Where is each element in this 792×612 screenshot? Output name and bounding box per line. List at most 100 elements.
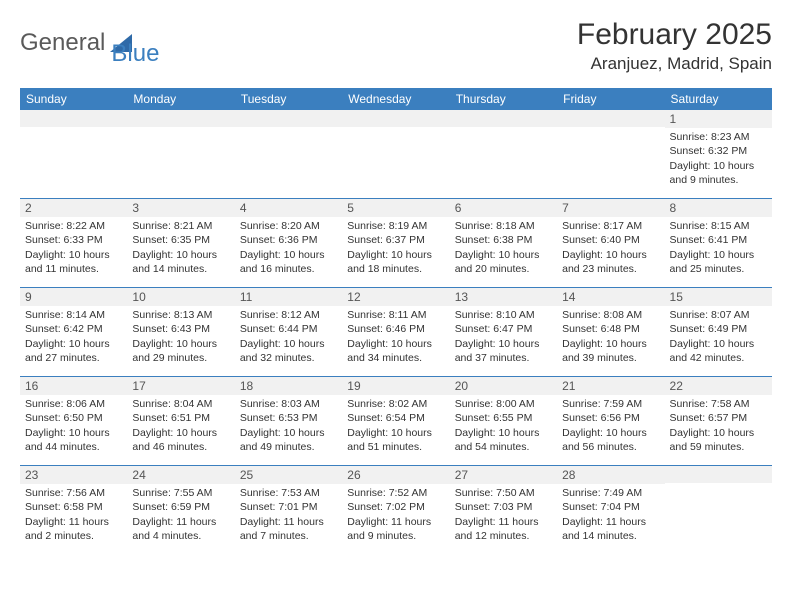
day-number: 19 (342, 377, 449, 395)
day-cell: 10Sunrise: 8:13 AMSunset: 6:43 PMDayligh… (127, 288, 234, 376)
day-detail: Sunset: 7:03 PM (455, 500, 552, 514)
day-cell: 13Sunrise: 8:10 AMSunset: 6:47 PMDayligh… (450, 288, 557, 376)
day-header: Tuesday (235, 88, 342, 110)
day-detail: Sunrise: 8:20 AM (240, 219, 337, 233)
day-header: Thursday (450, 88, 557, 110)
day-number: 23 (20, 466, 127, 484)
header: General Blue February 2025 Aranjuez, Mad… (20, 18, 772, 74)
day-detail: Sunset: 6:53 PM (240, 411, 337, 425)
day-detail: Sunset: 6:58 PM (25, 500, 122, 514)
day-detail: Daylight: 10 hours and 18 minutes. (347, 248, 444, 276)
day-header: Saturday (665, 88, 772, 110)
day-number: 21 (557, 377, 664, 395)
day-detail: Sunset: 7:01 PM (240, 500, 337, 514)
day-number: 7 (557, 199, 664, 217)
day-detail: Daylight: 10 hours and 20 minutes. (455, 248, 552, 276)
day-detail: Sunset: 6:59 PM (132, 500, 229, 514)
day-header: Friday (557, 88, 664, 110)
day-detail: Daylight: 10 hours and 32 minutes. (240, 337, 337, 365)
day-cell: 15Sunrise: 8:07 AMSunset: 6:49 PMDayligh… (665, 288, 772, 376)
day-detail: Daylight: 11 hours and 14 minutes. (562, 515, 659, 543)
day-detail: Sunrise: 8:03 AM (240, 397, 337, 411)
day-number: 6 (450, 199, 557, 217)
day-number-empty (342, 110, 449, 127)
day-cell (557, 110, 664, 198)
day-cell (235, 110, 342, 198)
day-cell: 5Sunrise: 8:19 AMSunset: 6:37 PMDaylight… (342, 199, 449, 287)
day-cell: 17Sunrise: 8:04 AMSunset: 6:51 PMDayligh… (127, 377, 234, 465)
day-detail: Sunset: 6:48 PM (562, 322, 659, 336)
day-number-empty (665, 466, 772, 483)
day-number: 17 (127, 377, 234, 395)
day-detail: Daylight: 10 hours and 42 minutes. (670, 337, 767, 365)
day-detail: Sunrise: 7:56 AM (25, 486, 122, 500)
day-header: Wednesday (342, 88, 449, 110)
day-cell: 9Sunrise: 8:14 AMSunset: 6:42 PMDaylight… (20, 288, 127, 376)
day-detail: Sunrise: 8:23 AM (670, 130, 767, 144)
day-cell: 27Sunrise: 7:50 AMSunset: 7:03 PMDayligh… (450, 466, 557, 554)
day-detail: Sunset: 6:51 PM (132, 411, 229, 425)
day-cell: 19 Sunrise: 8:02 AMSunset: 6:54 PMDayligh… (342, 377, 449, 465)
day-number: 11 (235, 288, 342, 306)
day-cell: 14Sunrise: 8:08 AMSunset: 6:48 PMDayligh… (557, 288, 664, 376)
day-detail: Sunrise: 8:17 AM (562, 219, 659, 233)
day-detail: Sunset: 6:37 PM (347, 233, 444, 247)
day-detail: Sunrise: 7:58 AM (670, 397, 767, 411)
day-detail: Sunrise: 8:00 AM (455, 397, 552, 411)
day-detail: Sunrise: 8:08 AM (562, 308, 659, 322)
day-detail: Sunset: 6:49 PM (670, 322, 767, 336)
day-cell: 25Sunrise: 7:53 AMSunset: 7:01 PMDayligh… (235, 466, 342, 554)
day-number: 27 (450, 466, 557, 484)
day-detail: Daylight: 11 hours and 9 minutes. (347, 515, 444, 543)
day-cell: 20Sunrise: 8:00 AMSunset: 6:55 PMDayligh… (450, 377, 557, 465)
day-number: 10 (127, 288, 234, 306)
day-detail: Sunrise: 8:22 AM (25, 219, 122, 233)
day-cell: 16Sunrise: 8:06 AMSunset: 6:50 PMDayligh… (20, 377, 127, 465)
day-detail: Sunrise: 8:02 AM (347, 397, 444, 411)
day-cell: 3Sunrise: 8:21 AMSunset: 6:35 PMDaylight… (127, 199, 234, 287)
day-detail: Sunset: 6:44 PM (240, 322, 337, 336)
day-detail: Sunrise: 8:04 AM (132, 397, 229, 411)
day-detail: Sunset: 6:36 PM (240, 233, 337, 247)
day-detail: Sunset: 7:04 PM (562, 500, 659, 514)
day-cell: 18Sunrise: 8:03 AMSunset: 6:53 PMDayligh… (235, 377, 342, 465)
day-detail: Sunset: 6:32 PM (670, 144, 767, 158)
day-detail: Daylight: 10 hours and 25 minutes. (670, 248, 767, 276)
day-detail: Daylight: 10 hours and 29 minutes. (132, 337, 229, 365)
day-cell: 7Sunrise: 8:17 AMSunset: 6:40 PMDaylight… (557, 199, 664, 287)
week-row: 2Sunrise: 8:22 AMSunset: 6:33 PMDaylight… (20, 199, 772, 288)
logo-text-blue: Blue (111, 40, 159, 68)
day-detail: Daylight: 11 hours and 7 minutes. (240, 515, 337, 543)
day-number: 3 (127, 199, 234, 217)
day-cell: 4 Sunrise: 8:20 AMSunset: 6:36 PMDaylight… (235, 199, 342, 287)
location: Aranjuez, Madrid, Spain (577, 54, 772, 74)
day-number: 24 (127, 466, 234, 484)
day-detail: Daylight: 10 hours and 34 minutes. (347, 337, 444, 365)
day-detail: Sunset: 6:54 PM (347, 411, 444, 425)
day-detail: Sunrise: 8:12 AM (240, 308, 337, 322)
day-detail: Sunrise: 8:13 AM (132, 308, 229, 322)
day-cell: 22Sunrise: 7:58 AMSunset: 6:57 PMDayligh… (665, 377, 772, 465)
day-number: 4 (235, 199, 342, 217)
day-cell (665, 466, 772, 554)
day-detail: Daylight: 10 hours and 11 minutes. (25, 248, 122, 276)
day-number: 1 (665, 110, 772, 128)
day-number-empty (450, 110, 557, 127)
day-cell: 28Sunrise: 7:49 AMSunset: 7:04 PMDayligh… (557, 466, 664, 554)
day-cell (450, 110, 557, 198)
day-cell (20, 110, 127, 198)
day-cell: 23Sunrise: 7:56 AMSunset: 6:58 PMDayligh… (20, 466, 127, 554)
title-block: February 2025 Aranjuez, Madrid, Spain (577, 18, 772, 74)
day-detail: Daylight: 10 hours and 9 minutes. (670, 159, 767, 187)
day-detail: Sunrise: 8:21 AM (132, 219, 229, 233)
day-number: 16 (20, 377, 127, 395)
day-number: 2 (20, 199, 127, 217)
logo-text-general: General (20, 29, 105, 57)
week-row: 1 Sunrise: 8:23 AMSunset: 6:32 PMDaylight… (20, 110, 772, 199)
day-detail: Daylight: 10 hours and 51 minutes. (347, 426, 444, 454)
day-detail: Daylight: 10 hours and 49 minutes. (240, 426, 337, 454)
day-number-empty (20, 110, 127, 127)
day-cell (127, 110, 234, 198)
day-detail: Daylight: 10 hours and 59 minutes. (670, 426, 767, 454)
day-detail: Daylight: 10 hours and 16 minutes. (240, 248, 337, 276)
